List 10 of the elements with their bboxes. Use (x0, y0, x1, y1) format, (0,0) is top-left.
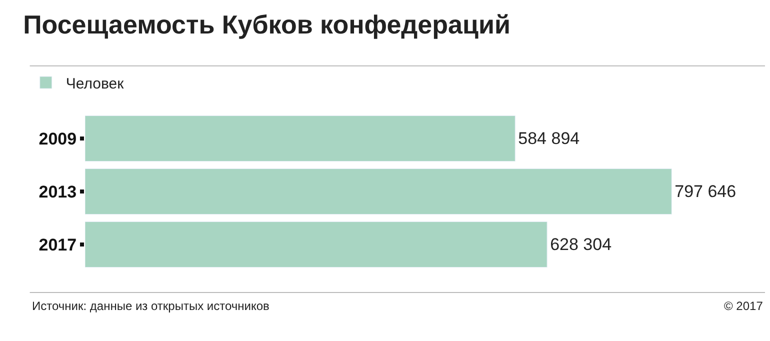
text: © 2017 (724, 299, 764, 313)
y-tick-label: 2017 (38, 235, 77, 254)
text: Источник: данные из открытых источников (32, 299, 270, 313)
data-label: 628 304 (550, 235, 612, 254)
legend-label: Человек (66, 75, 124, 92)
y-tick-label: 2013 (38, 182, 77, 202)
chart-title: Посещаемость Кубков конфедераций (23, 10, 510, 40)
y-tick-label: 2009 (38, 129, 77, 148)
data-label: 797 646 (674, 182, 736, 201)
data-label: 584 894 (518, 129, 580, 148)
